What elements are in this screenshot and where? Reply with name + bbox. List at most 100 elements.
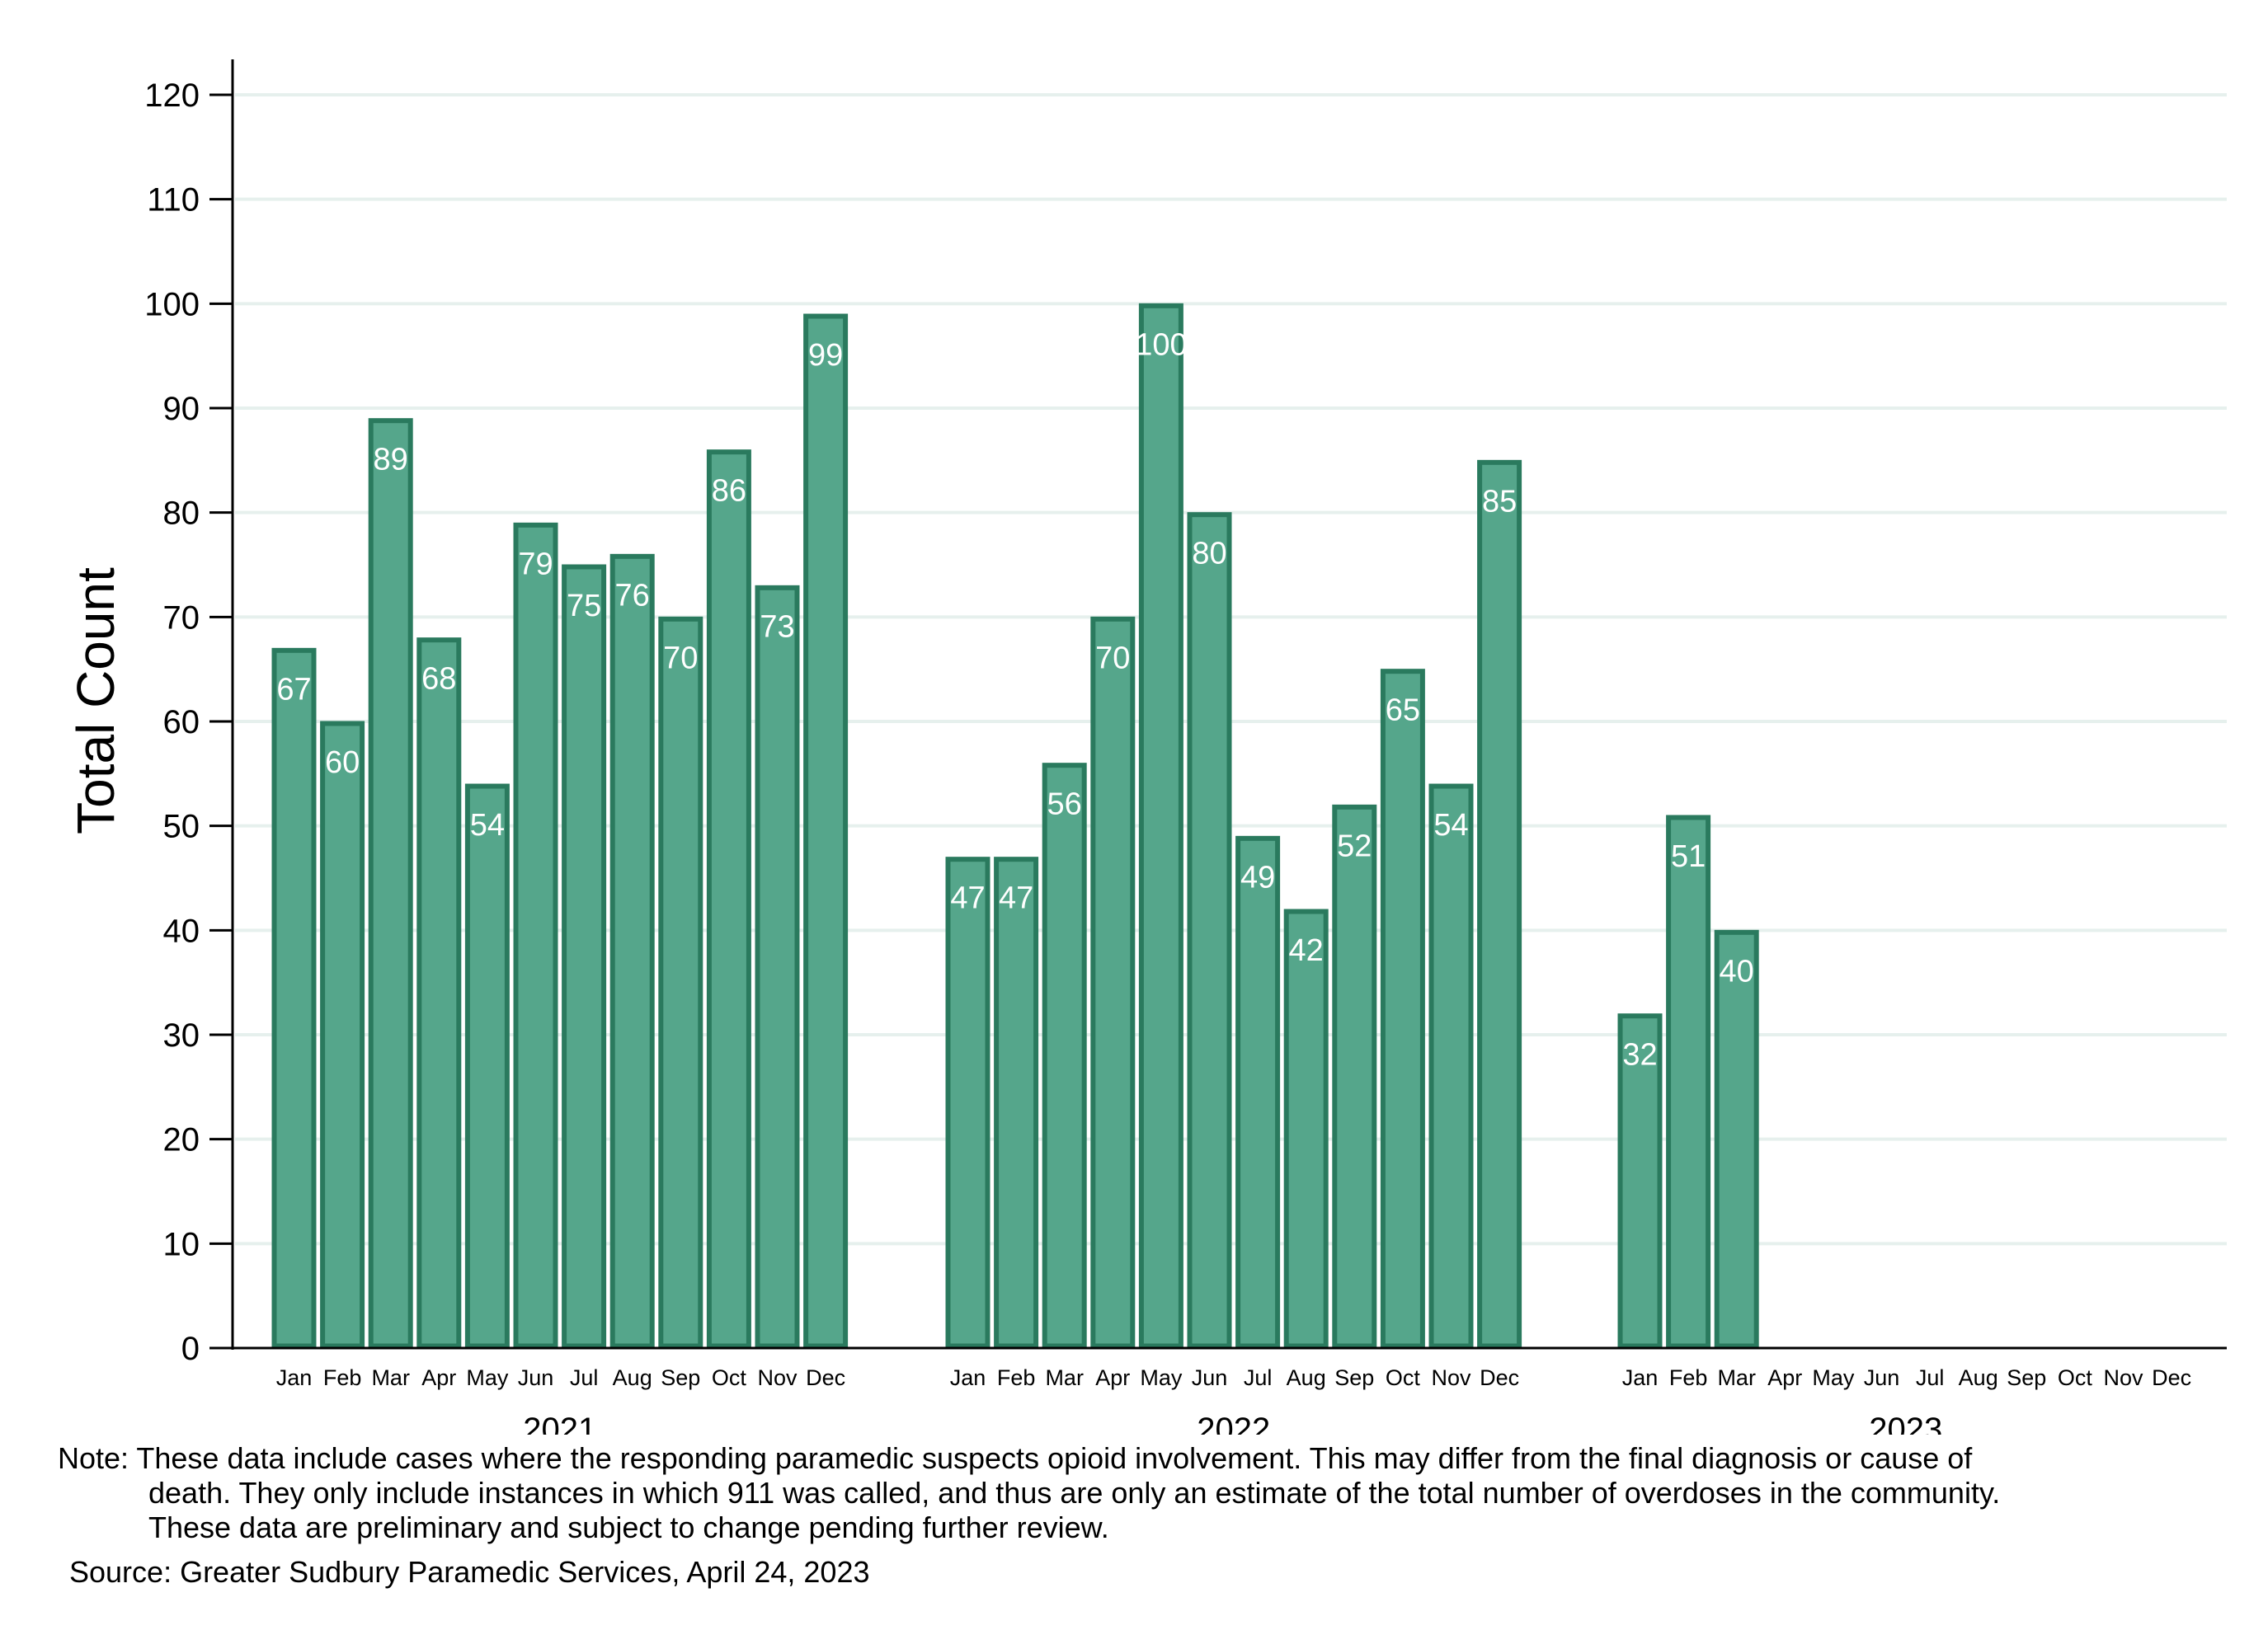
data-label: 68 — [421, 662, 456, 697]
data-label: 70 — [1095, 641, 1130, 675]
axes — [231, 59, 2227, 1350]
x-tick-label-month: Feb — [997, 1365, 1036, 1390]
data-label: 67 — [276, 672, 311, 707]
x-tick-label-month: Nov — [1431, 1365, 1471, 1390]
y-tick-label: 30 — [163, 1017, 200, 1054]
y-axis-label: Total Count — [66, 567, 125, 834]
x-tick-label-month: Dec — [2152, 1365, 2191, 1390]
bar-2022-feb — [994, 857, 1039, 1349]
x-tick-label-month: Sep — [661, 1365, 700, 1390]
data-label: 54 — [470, 808, 505, 843]
x-tick-label-month: Jun — [1192, 1365, 1228, 1390]
bar-2022-nov — [1428, 783, 1474, 1349]
x-group-label-year: 2023 — [1869, 1412, 1942, 1435]
x-tick-label-month: Mar — [371, 1365, 410, 1390]
x-tick-label-month: May — [466, 1365, 509, 1390]
data-label: 49 — [1240, 860, 1275, 895]
x-tick-label-month: Apr — [1767, 1365, 1802, 1390]
data-label: 73 — [760, 609, 794, 644]
x-tick-label-month: Jan — [1622, 1365, 1659, 1390]
bar-2023-jan — [1617, 1013, 1663, 1349]
x-tick-label-month: Dec — [1480, 1365, 1519, 1390]
data-label: 79 — [518, 547, 553, 581]
data-label: 56 — [1047, 787, 1082, 822]
chart-note: Note: These data include cases where the… — [58, 1441, 2235, 1545]
x-tick-label-month: Nov — [2103, 1365, 2143, 1390]
bar-2022-jan — [945, 857, 990, 1349]
y-tick-label: 120 — [144, 78, 200, 114]
y-tick-label: 70 — [163, 599, 200, 636]
x-tick-label-month: Jul — [1916, 1365, 1945, 1390]
bar-2021-oct — [706, 449, 751, 1349]
note-line-1: Note: These data include cases where the… — [58, 1441, 1973, 1475]
x-tick-label-month: Dec — [806, 1365, 845, 1390]
bars: 67 60 89 68 54 79 75 76 70 86 73 99 47 47 56 70 100 80 49 4… — [271, 303, 1759, 1349]
bar-2021-apr — [416, 637, 462, 1349]
x-tick-label-month: Oct — [2058, 1365, 2093, 1390]
y-tick-label: 50 — [163, 809, 200, 845]
bar-2021-mar — [368, 418, 413, 1349]
x-tick-label-month: Jun — [1864, 1365, 1900, 1390]
data-label: 70 — [663, 641, 698, 675]
x-axis-ticks: Jan Feb Mar Apr May Jun Jul Aug Sep Oct Nov Dec 2021… — [276, 1365, 2191, 1435]
x-tick-label-month: Aug — [1959, 1365, 1998, 1390]
bar-2021-aug — [609, 553, 655, 1349]
data-label: 47 — [950, 881, 985, 916]
y-tick-label: 10 — [163, 1226, 200, 1262]
y-tick-label: 20 — [163, 1122, 200, 1158]
data-label: 51 — [1671, 839, 1706, 874]
bar-2023-mar — [1714, 929, 1759, 1349]
bar-2022-dec — [1477, 459, 1522, 1349]
x-tick-label-month: Apr — [1095, 1365, 1130, 1390]
bar-2021-sep — [658, 616, 703, 1349]
x-tick-label-month: Apr — [421, 1365, 456, 1390]
x-tick-label-month: Aug — [613, 1365, 652, 1390]
x-tick-label-month: Oct — [712, 1365, 747, 1390]
x-tick-label-month: May — [1812, 1365, 1855, 1390]
source-text: Source: Greater Sudbury Paramedic Servic… — [69, 1555, 870, 1589]
data-label: 32 — [1622, 1038, 1657, 1073]
data-label: 76 — [615, 578, 650, 613]
bar-2021-may — [464, 783, 510, 1349]
y-tick-label: 110 — [147, 182, 200, 218]
note-line-3: These data are preliminary and subject t… — [148, 1510, 1109, 1544]
x-tick-label-month: Sep — [2007, 1365, 2046, 1390]
x-tick-label-month: Feb — [1669, 1365, 1708, 1390]
data-label: 52 — [1337, 829, 1372, 863]
bar-2022-jun — [1187, 512, 1232, 1349]
bar-2022-oct — [1380, 669, 1425, 1349]
data-label: 80 — [1192, 537, 1226, 571]
data-label: 42 — [1289, 933, 1324, 968]
data-label: 100 — [1135, 327, 1187, 362]
data-label: 47 — [999, 881, 1033, 916]
x-tick-label-month: Mar — [1717, 1365, 1756, 1390]
data-label: 85 — [1482, 484, 1517, 519]
data-label: 65 — [1386, 693, 1420, 728]
x-tick-label-month: Jan — [276, 1365, 313, 1390]
bar-2022-sep — [1332, 804, 1377, 1349]
x-tick-label-month: Jun — [518, 1365, 554, 1390]
y-tick-label: 100 — [144, 286, 200, 322]
y-tick-label: 0 — [181, 1331, 200, 1367]
data-label: 86 — [712, 474, 746, 509]
bar-2022-aug — [1283, 909, 1329, 1349]
x-tick-label-month: Oct — [1386, 1365, 1421, 1390]
bar-2021-dec — [803, 313, 849, 1349]
x-tick-label-month: Aug — [1287, 1365, 1326, 1390]
x-tick-label-month: Feb — [323, 1365, 362, 1390]
data-label: 89 — [374, 443, 408, 477]
y-tick-label: 40 — [163, 913, 200, 949]
bar-2021-jun — [513, 522, 558, 1349]
x-tick-label-month: Nov — [757, 1365, 798, 1390]
bar-2022-jul — [1235, 835, 1281, 1349]
bar-2021-feb — [320, 721, 365, 1349]
data-label: 99 — [808, 338, 843, 373]
x-tick-label-month: Jan — [950, 1365, 986, 1390]
x-tick-label-month: Jul — [1244, 1365, 1273, 1390]
data-label: 54 — [1433, 808, 1468, 843]
x-group-label-year: 2022 — [1197, 1412, 1270, 1435]
data-label: 60 — [325, 745, 360, 780]
bar-2021-jul — [562, 564, 607, 1349]
x-tick-label-month: Jul — [570, 1365, 599, 1390]
